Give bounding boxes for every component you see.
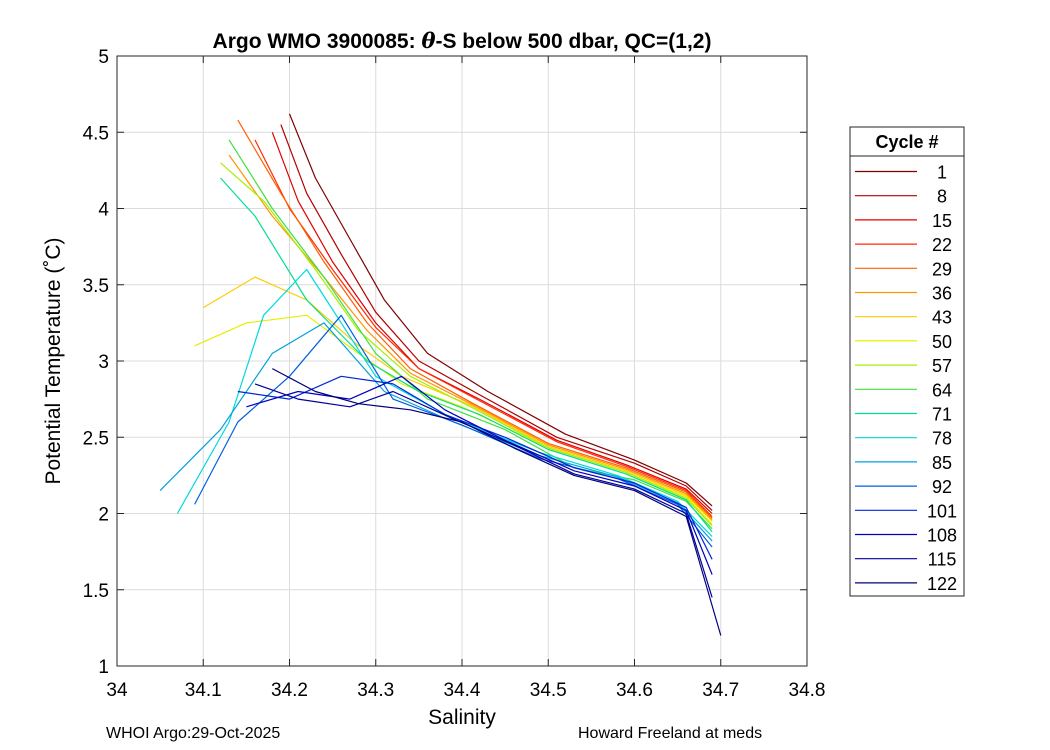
legend-label-cycle-22: 22 bbox=[932, 235, 952, 255]
series-line-cycle-64 bbox=[228, 139, 713, 530]
series-lines bbox=[159, 113, 722, 636]
legend-label-cycle-92: 92 bbox=[932, 477, 952, 497]
x-tick-label: 34.4 bbox=[444, 680, 481, 701]
legend-label-cycle-71: 71 bbox=[932, 405, 952, 425]
y-tick-label: 3 bbox=[98, 352, 109, 373]
series-line-cycle-22 bbox=[254, 139, 713, 517]
series-line-cycle-85 bbox=[159, 322, 713, 542]
series-line-cycle-8 bbox=[280, 124, 713, 511]
x-tick-label: 34.5 bbox=[530, 680, 567, 701]
y-axis-label: Potential Temperature (˚C) bbox=[42, 237, 65, 484]
series-line-cycle-15 bbox=[271, 132, 713, 514]
y-tick-label: 1 bbox=[98, 657, 109, 678]
series-line-cycle-71 bbox=[220, 177, 713, 533]
title-suffix: -S below 500 dbar, QC=(1,2) bbox=[435, 30, 711, 53]
legend-label-cycle-101: 101 bbox=[927, 501, 957, 521]
series-line-cycle-108 bbox=[246, 375, 713, 575]
legend-label-cycle-108: 108 bbox=[927, 526, 957, 546]
legend-label-cycle-57: 57 bbox=[932, 356, 952, 376]
footer-author: Howard Freeland at meds bbox=[578, 725, 763, 742]
legend-label-cycle-78: 78 bbox=[932, 429, 952, 449]
y-tick-label: 2 bbox=[98, 505, 109, 526]
x-tick-label: 34.3 bbox=[357, 680, 394, 701]
legend-label-cycle-29: 29 bbox=[932, 259, 952, 279]
series-line-cycle-50 bbox=[194, 314, 713, 525]
legend-label-cycle-85: 85 bbox=[932, 453, 952, 473]
y-tick-label: 4 bbox=[98, 200, 109, 221]
legend-label-cycle-15: 15 bbox=[932, 211, 952, 231]
ticks bbox=[116, 55, 808, 667]
legend-box bbox=[849, 126, 965, 597]
y-tick-labels: 1 1.5 2 2.5 3 3.5 4 4.5 5 bbox=[83, 47, 110, 678]
y-tick-label: 5 bbox=[98, 47, 109, 68]
x-tick-label: 34 bbox=[106, 680, 128, 701]
legend-label-cycle-115: 115 bbox=[928, 550, 957, 570]
legend-entries: 1 8 15 22 29 36 43 50 57 64 71 78 85 92 101 108 115 122 bbox=[855, 163, 957, 594]
x-tick-label: 34.7 bbox=[702, 680, 739, 701]
x-tick-label: 34.1 bbox=[185, 680, 222, 701]
legend-title: Cycle # bbox=[875, 132, 938, 152]
title-prefix: Argo WMO 3900085: bbox=[213, 30, 422, 53]
series-line-cycle-78 bbox=[176, 268, 713, 537]
x-tick-label: 34.8 bbox=[789, 680, 826, 701]
series-line-cycle-92 bbox=[194, 314, 713, 548]
series-line-cycle-29 bbox=[237, 119, 713, 519]
chart-title: Argo WMO 3900085: θ-S below 500 dbar, QC… bbox=[213, 28, 712, 53]
y-tick-label: 3.5 bbox=[83, 276, 109, 297]
series-line-cycle-115 bbox=[254, 383, 713, 598]
legend-label-cycle-64: 64 bbox=[932, 380, 952, 400]
legend: Cycle # 1 8 15 22 29 36 43 50 57 64 71 78 85 92 101 108… bbox=[849, 126, 965, 597]
x-axis-label: Salinity bbox=[428, 706, 496, 729]
legend-label-cycle-50: 50 bbox=[932, 332, 952, 352]
series-line-cycle-101 bbox=[237, 375, 713, 560]
legend-label-cycle-1: 1 bbox=[937, 163, 947, 183]
y-tick-label: 1.5 bbox=[83, 581, 109, 602]
y-tick-label: 2.5 bbox=[83, 428, 109, 449]
series-line-cycle-57 bbox=[220, 162, 713, 527]
series-line-cycle-1 bbox=[288, 113, 713, 507]
legend-label-cycle-8: 8 bbox=[937, 187, 947, 207]
series-line-cycle-122 bbox=[272, 368, 722, 636]
legend-label-cycle-36: 36 bbox=[932, 284, 952, 304]
legend-label-cycle-43: 43 bbox=[932, 308, 952, 328]
series-line-cycle-43 bbox=[202, 276, 713, 522]
title-theta: θ bbox=[421, 28, 435, 53]
legend-label-cycle-122: 122 bbox=[927, 574, 957, 594]
x-tick-label: 34.6 bbox=[616, 680, 653, 701]
footer-source-date: WHOI Argo:29-Oct-2025 bbox=[106, 725, 281, 742]
y-tick-label: 4.5 bbox=[83, 123, 109, 144]
x-tick-label: 34.2 bbox=[271, 680, 308, 701]
x-tick-labels: 34 34.1 34.2 34.3 34.4 34.5 34.6 34.7 34.8 bbox=[106, 680, 825, 701]
